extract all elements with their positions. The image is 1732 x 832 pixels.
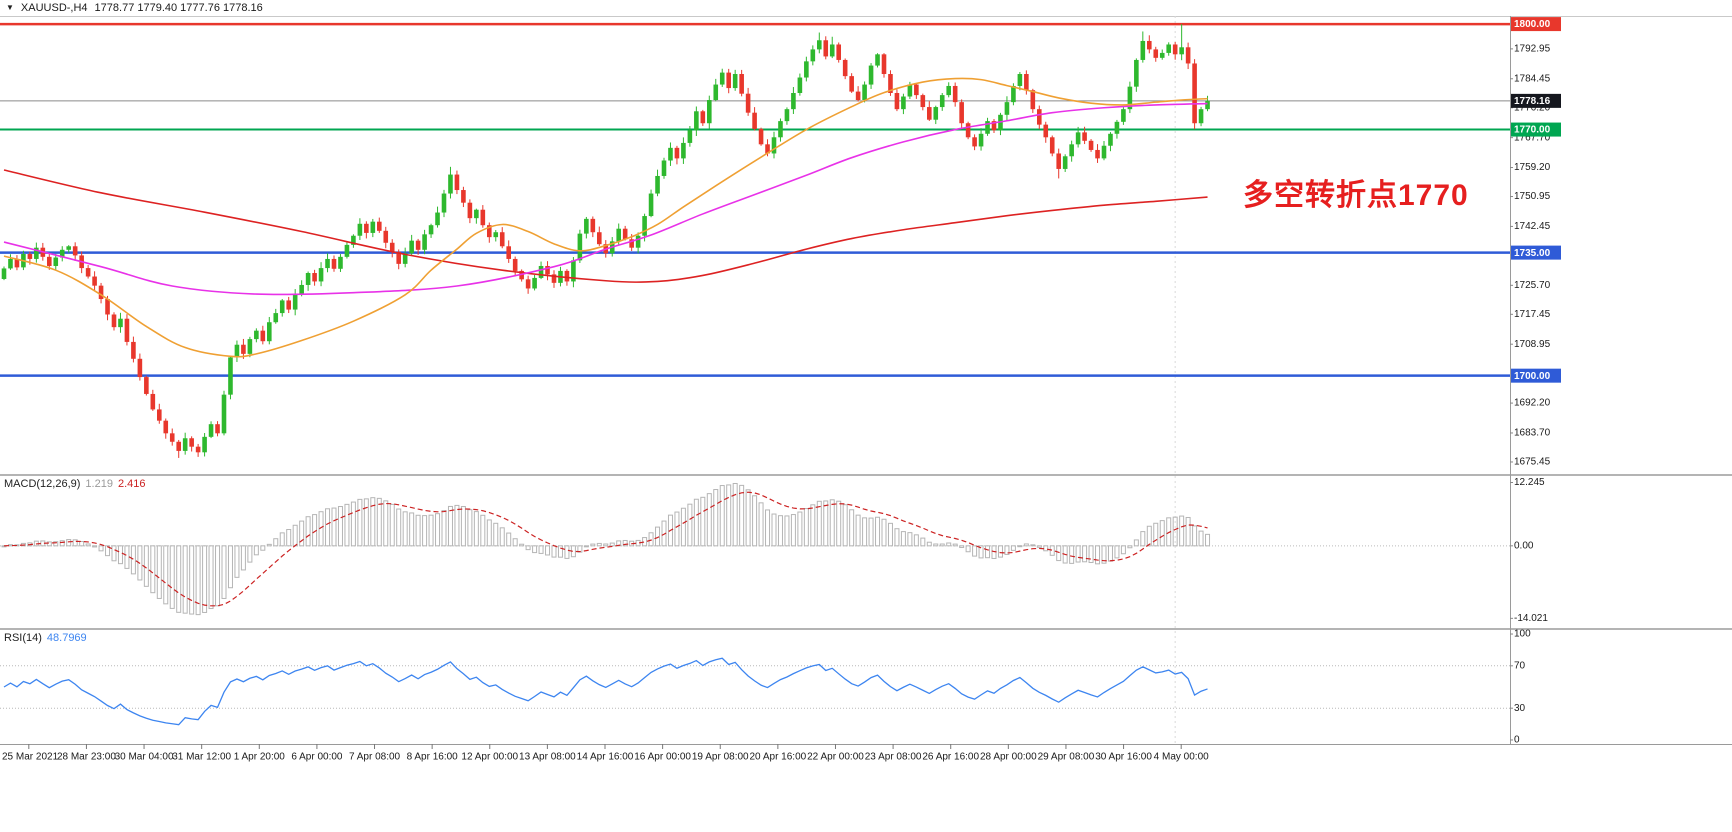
time-axis-label[interactable]: 13 Apr 08:00 <box>519 752 576 763</box>
time-axis-label[interactable]: 28 Apr 00:00 <box>980 752 1037 763</box>
price-tick-label: 1683.70 <box>1514 428 1551 439</box>
time-axis-label[interactable]: 28 Mar 23:00 <box>57 752 116 763</box>
macd-main-value: 1.219 <box>85 478 113 490</box>
panel-separator[interactable] <box>0 474 1732 476</box>
time-axis-label[interactable]: 6 Apr 00:00 <box>291 752 343 763</box>
time-axis-label[interactable]: 8 Apr 16:00 <box>407 752 459 763</box>
rsi-tick-label: 30 <box>1514 703 1526 714</box>
price-badge <box>1511 122 1561 137</box>
time-axis-label[interactable]: 19 Apr 08:00 <box>692 752 749 763</box>
time-axis-label[interactable]: 7 Apr 08:00 <box>349 752 401 763</box>
rsi-tick-label: 70 <box>1514 660 1526 671</box>
time-axis-label[interactable]: 20 Apr 16:00 <box>749 752 806 763</box>
price-badge-label: 1800.00 <box>1514 19 1551 30</box>
time-axis-label[interactable]: 12 Apr 00:00 <box>461 752 518 763</box>
time-axis-label[interactable]: 30 Mar 04:00 <box>115 752 174 763</box>
chart-annotation: 多空转折点1770 <box>1243 179 1469 212</box>
macd-tick-label: -14.021 <box>1514 613 1548 624</box>
macd-tick-label: 12.245 <box>1514 477 1545 488</box>
rsi-name: RSI(14) <box>4 632 42 644</box>
ma-line-medium <box>3 102 1208 296</box>
symbol-dropdown-icon[interactable]: ▼ <box>6 3 14 12</box>
time-axis-label[interactable]: 30 Apr 16:00 <box>1095 752 1152 763</box>
time-axis-label[interactable]: 14 Apr 16:00 <box>577 752 634 763</box>
price-badge <box>1511 245 1561 260</box>
price-badge <box>1511 93 1561 108</box>
ma-line-fast <box>3 77 1208 358</box>
macd-histogram <box>1 482 1211 616</box>
price-tick-label: 1776.20 <box>1514 102 1551 113</box>
macd-signal-value: 2.416 <box>117 478 146 490</box>
price-tick-label: 1725.70 <box>1514 280 1551 291</box>
time-axis-label[interactable]: 4 May 00:00 <box>1154 752 1209 763</box>
price-tick-label: 1675.45 <box>1514 457 1551 468</box>
rsi-tick-label: 100 <box>1514 629 1531 640</box>
rsi-value: 48.7969 <box>46 632 87 644</box>
price-tick-label: 1742.45 <box>1514 221 1551 232</box>
price-tick-label: 1708.95 <box>1514 339 1551 350</box>
price-tick-label: 1767.70 <box>1514 132 1551 143</box>
time-axis-label[interactable]: 1 Apr 20:00 <box>234 752 286 763</box>
price-badge-label: 1735.00 <box>1514 248 1551 259</box>
panel-separator[interactable] <box>0 628 1732 630</box>
price-badge <box>1511 17 1561 32</box>
chart-header-bar: ▼ XAUUSD-,H4 1778.77 1779.40 1777.76 177… <box>0 0 1732 16</box>
time-axis-label[interactable]: 22 Apr 00:00 <box>807 752 864 763</box>
price-tick-label: 1784.45 <box>1514 73 1551 84</box>
price-badge <box>1511 368 1561 383</box>
time-axis-label[interactable]: 23 Apr 08:00 <box>865 752 922 763</box>
price-badge-label: 1770.00 <box>1514 125 1551 136</box>
time-axis-label[interactable]: 26 Apr 16:00 <box>922 752 979 763</box>
macd-tick-label: 0.00 <box>1514 540 1534 551</box>
candlesticks <box>1 24 1210 458</box>
price-tick-label: 1759.20 <box>1514 162 1551 173</box>
macd-name: MACD(12,26,9) <box>4 478 81 490</box>
price-tick-label: 1792.95 <box>1514 44 1551 55</box>
time-axis-label[interactable]: 16 Apr 00:00 <box>634 752 691 763</box>
macd-indicator-label: MACD(12,26,9) 1.219 2.416 <box>4 478 150 490</box>
price-badge-label: 1778.16 <box>1514 96 1551 107</box>
rsi-indicator-label: RSI(14) 48.7969 <box>4 632 92 644</box>
price-tick-label: 1692.20 <box>1514 398 1551 409</box>
ma-line-slow <box>3 169 1208 283</box>
price-tick-label: 1717.45 <box>1514 309 1551 320</box>
time-axis-label[interactable]: 31 Mar 12:00 <box>172 752 231 763</box>
time-axis-label[interactable]: 25 Mar 2021 <box>2 752 59 763</box>
price-badge-label: 1700.00 <box>1514 371 1551 382</box>
time-axis-label[interactable]: 29 Apr 08:00 <box>1038 752 1095 763</box>
symbol-period-label: XAUUSD-,H4 <box>20 2 88 14</box>
ohlc-values: 1778.77 1779.40 1777.76 1778.16 <box>94 2 263 14</box>
price-tick-label: 1750.95 <box>1514 191 1551 202</box>
rsi-tick-label: 0 <box>1514 735 1520 746</box>
rsi-line <box>3 657 1208 726</box>
macd-signal-line <box>3 491 1208 607</box>
